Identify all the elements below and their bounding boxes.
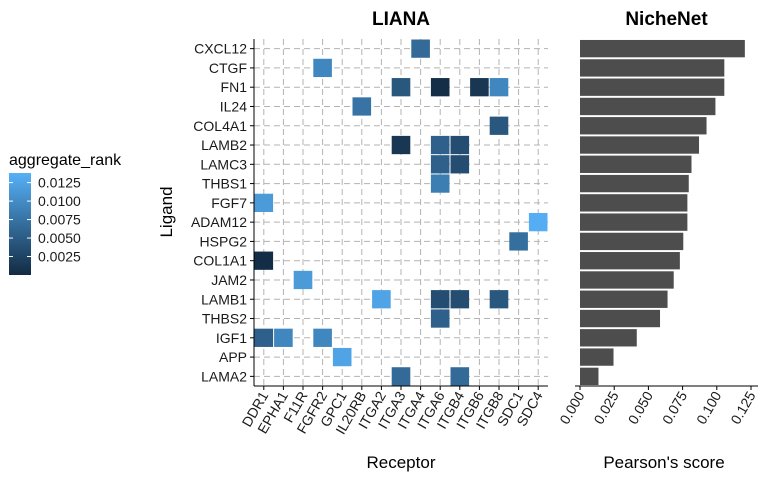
y-tick-label: ADAM12	[191, 214, 247, 230]
x-tick-label: 0.050	[625, 388, 656, 427]
liana-title: LIANA	[372, 9, 430, 30]
nichenet-bar	[580, 136, 700, 154]
heatmap-cell	[313, 58, 332, 78]
heatmap-cell	[450, 367, 470, 386]
nichenet-bar	[580, 194, 688, 212]
nichenet-bar	[580, 329, 637, 347]
y-tick-label: APP	[219, 349, 247, 365]
x-tick-label: 0.125	[727, 388, 758, 427]
legend-tick-label: 0.0125	[38, 175, 81, 191]
y-tick-label: COL4A1	[193, 118, 247, 134]
y-tick-label: CXCL12	[194, 41, 247, 57]
y-tick-label: IL24	[220, 98, 247, 114]
heatmap-cell	[430, 78, 450, 97]
nichenet-bar	[580, 174, 689, 193]
liana-y-axis-title: Ligand	[157, 186, 176, 237]
nichenet-x-axis-title: Pearson's score	[603, 453, 724, 472]
heatmap-cell	[470, 78, 489, 97]
nichenet-bar-chart: 0.000 0.025 0.050 0.075 0.100 0.125 NicheNet Pe…	[556, 9, 758, 472]
nichenet-bar	[580, 78, 725, 96]
heatmap-cell	[254, 328, 274, 347]
y-tick-label: LAMB1	[201, 291, 247, 307]
heatmap-cell	[509, 232, 528, 251]
y-tick-label: JAM2	[211, 272, 247, 288]
nichenet-bar	[580, 309, 661, 328]
nichenet-bar	[580, 39, 745, 58]
nichenet-bar	[580, 232, 684, 251]
heatmap-cell	[352, 97, 372, 116]
colorbar-legend: aggregate_rank 0.0125 0.0100 0.0075 0.0050 0.…	[9, 152, 122, 275]
heatmap-cell	[391, 367, 411, 386]
y-tick-label: LAMC3	[200, 156, 247, 172]
nichenet-bar	[580, 252, 680, 270]
heatmap-cell	[274, 328, 293, 347]
legend-title: aggregate_rank	[9, 152, 122, 169]
heatmap-cell	[450, 155, 470, 174]
heatmap-cell	[450, 290, 470, 309]
legend-tick-label: 0.0050	[38, 230, 81, 246]
heatmap-cell	[450, 135, 470, 155]
x-tick-label: 0.000	[556, 388, 587, 427]
y-tick-label: CTGF	[209, 60, 247, 76]
heatmap-cell	[430, 155, 450, 174]
nichenet-bar	[580, 367, 599, 386]
x-tick-label: 0.075	[659, 388, 690, 427]
nichenet-bar	[580, 97, 716, 116]
heatmap-cell	[430, 135, 450, 155]
heatmap-cell	[528, 213, 548, 232]
legend-tick-label: 0.0025	[38, 249, 81, 265]
nichenet-bar	[580, 271, 674, 289]
liana-heatmap: CXCL12 CTGF FN1 IL24 COL4A1 LAMB2 LAMC3 THBS1 FG…	[157, 9, 548, 472]
legend-colorbar	[9, 173, 31, 275]
nichenet-bar	[580, 59, 725, 77]
heatmap-cell	[372, 290, 391, 309]
liana-x-axis-title: Receptor	[367, 453, 436, 472]
nichenet-bar	[580, 348, 614, 366]
heatmap-cell	[254, 193, 274, 212]
heatmap-cell	[430, 174, 450, 193]
heatmap-cell	[313, 328, 332, 347]
y-tick-label: LAMB2	[201, 137, 247, 153]
y-tick-label: FGF7	[211, 195, 247, 211]
legend-tick-label: 0.0100	[38, 193, 81, 209]
legend-tick-label: 0.0075	[38, 212, 81, 228]
y-tick-label: HSPG2	[200, 233, 248, 249]
y-tick-label: FN1	[221, 79, 248, 95]
heatmap-cell	[430, 290, 450, 309]
heatmap-cell	[391, 78, 411, 97]
y-tick-label: IGF1	[216, 330, 247, 346]
x-tick-label: 0.100	[693, 388, 724, 427]
nichenet-bar	[580, 117, 707, 135]
heatmap-cell	[489, 290, 509, 309]
heatmap-cell	[411, 39, 430, 58]
y-tick-label: LAMA2	[201, 368, 247, 384]
nichenet-title: NicheNet	[625, 9, 708, 30]
nichenet-bar	[580, 155, 692, 173]
y-tick-label: COL1A1	[193, 253, 247, 269]
heatmap-cell	[332, 347, 352, 367]
heatmap-cell	[391, 135, 411, 155]
y-tick-label: THBS2	[202, 311, 247, 327]
heatmap-cell	[430, 309, 450, 328]
nichenet-bar	[580, 213, 688, 231]
heatmap-cell	[293, 270, 313, 290]
heatmap-cell	[489, 116, 509, 135]
nichenet-bar	[580, 290, 668, 308]
x-tick-label: 0.025	[590, 388, 621, 427]
heatmap-cell	[254, 251, 274, 270]
heatmap-cell	[489, 78, 509, 97]
y-tick-label: THBS1	[202, 176, 247, 192]
